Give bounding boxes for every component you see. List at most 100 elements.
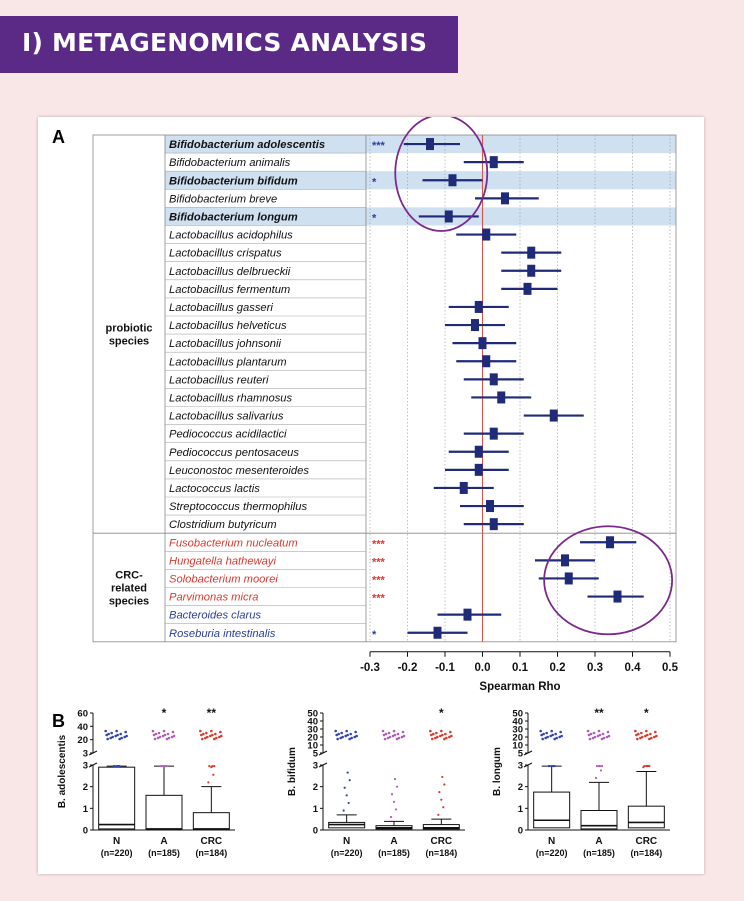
outlier-point — [390, 793, 394, 796]
upper-tick-label: 50 — [512, 709, 523, 720]
x-tick-label: -0.2 — [398, 662, 418, 674]
upper-tick-label: 30 — [307, 725, 318, 736]
box-category-label: N — [113, 836, 120, 847]
significance-mark: *** — [372, 538, 386, 550]
outlier-point — [553, 737, 556, 741]
outlier-point — [653, 735, 656, 739]
outlier-point — [393, 777, 397, 781]
box-n-label: (n=185) — [148, 848, 180, 858]
rho-marker — [606, 536, 614, 549]
outlier-point — [392, 729, 396, 733]
outlier-point — [172, 734, 176, 738]
outlier-point — [650, 736, 653, 740]
outlier-point — [211, 733, 214, 737]
outlier-point — [104, 729, 107, 733]
outlier-point — [392, 800, 396, 803]
group-label: probiotic — [105, 323, 152, 335]
outlier-point — [202, 732, 205, 736]
outlier-point — [544, 736, 547, 740]
outlier-point — [123, 735, 126, 739]
outlier-point — [586, 729, 590, 733]
outlier-point — [345, 729, 348, 733]
outlier-point — [114, 734, 117, 738]
outlier-point — [337, 732, 340, 736]
iqr-box — [98, 766, 136, 830]
outlier-point — [445, 736, 448, 740]
rho-marker — [471, 319, 479, 332]
rho-marker — [474, 463, 483, 476]
species-name: Lactobacillus crispatus — [169, 248, 282, 260]
lower-tick-label: 2 — [518, 782, 523, 793]
species-name: Lactobacillus plantarum — [169, 356, 287, 368]
outlier-point — [606, 730, 610, 734]
outlier-point — [171, 730, 175, 734]
outlier-point — [443, 783, 446, 786]
upper-tick-label: 30 — [512, 725, 523, 736]
box-significance: ** — [207, 706, 217, 720]
outlier-point — [587, 733, 591, 737]
outlier-point — [163, 764, 167, 768]
outlier-point — [212, 773, 215, 776]
species-name: Bifidobacterium breve — [169, 193, 277, 205]
significance-mark: * — [372, 212, 377, 224]
box-category-label: N — [548, 836, 555, 847]
outlier-point — [645, 729, 648, 733]
species-name: Clostridium butyricum — [169, 519, 277, 531]
rho-marker — [489, 518, 498, 531]
outlier-point — [600, 737, 604, 741]
outlier-point — [165, 764, 169, 768]
outlier-point — [402, 734, 406, 738]
outlier-point — [546, 735, 549, 739]
outlier-point — [204, 736, 207, 740]
species-name: Lactobacillus acidophilus — [169, 230, 293, 242]
box-y-label: B. bifidum — [287, 747, 298, 796]
box-n-label: (n=220) — [101, 848, 133, 858]
rho-marker — [426, 138, 434, 151]
upper-tick-label: 10 — [512, 741, 523, 752]
outlier-point — [220, 734, 223, 738]
species-name: Lactobacillus rhamnosus — [169, 392, 293, 404]
iqr-box — [192, 812, 230, 831]
outlier-point — [605, 735, 609, 739]
box-n-label: (n=185) — [378, 848, 410, 858]
outlier-point — [355, 734, 358, 738]
outlier-point — [348, 737, 351, 741]
outlier-point — [116, 733, 119, 737]
lower-tick-label: 3 — [518, 761, 523, 772]
lower-tick-label: 0 — [313, 826, 318, 837]
highlight-circle — [543, 525, 674, 636]
outlier-point — [594, 776, 598, 780]
outlier-point — [430, 733, 433, 737]
species-name: Parvimonas micra — [169, 592, 259, 604]
outlier-point — [340, 731, 343, 735]
lower-tick-label: 1 — [518, 804, 524, 815]
rho-marker — [501, 192, 509, 205]
highlight-circle — [394, 117, 489, 232]
x-tick-label: -0.3 — [360, 662, 380, 674]
box-significance: * — [644, 706, 649, 720]
outlier-point — [551, 764, 554, 768]
outlier-point — [429, 729, 432, 733]
outlier-point — [119, 732, 122, 736]
iqr-box — [533, 791, 571, 829]
outlier-point — [343, 786, 346, 789]
outlier-point — [401, 730, 405, 734]
outlier-point — [646, 764, 649, 768]
outlier-point — [439, 734, 442, 738]
row-highlight — [165, 171, 676, 190]
species-name: Roseburia intestinalis — [169, 628, 276, 640]
iqr-box — [422, 824, 460, 830]
species-name: Solobacterium moorei — [169, 573, 278, 585]
outlier-point — [598, 733, 602, 737]
box-category-label: CRC — [430, 836, 452, 847]
outlier-point — [347, 801, 350, 805]
figure-svg: A B probioticspeciesCRC-relatedspeciesBi… — [52, 117, 679, 858]
iqr-box — [145, 794, 183, 831]
figure-panel: A B probiotic species CRC-related species Bi… — [38, 117, 704, 874]
outlier-point — [219, 730, 222, 734]
outlier-point — [166, 732, 170, 736]
species-name: Pediococcus pentosaceus — [169, 447, 299, 459]
outlier-point — [432, 732, 435, 736]
rho-marker — [549, 409, 558, 422]
outlier-point — [441, 775, 444, 779]
